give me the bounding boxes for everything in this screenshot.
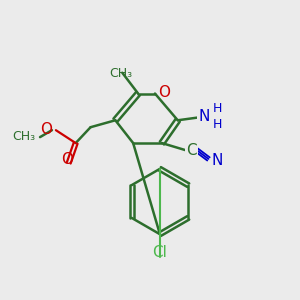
- Text: CH₃: CH₃: [12, 130, 35, 142]
- Text: O: O: [61, 152, 73, 167]
- Text: C: C: [186, 143, 197, 158]
- Text: H: H: [212, 102, 222, 115]
- Text: O: O: [158, 85, 170, 100]
- Text: Cl: Cl: [152, 245, 167, 260]
- Text: N: N: [212, 153, 223, 168]
- Text: N: N: [199, 109, 210, 124]
- Text: O: O: [40, 122, 52, 137]
- Text: H: H: [212, 118, 222, 131]
- Text: CH₃: CH₃: [110, 67, 133, 80]
